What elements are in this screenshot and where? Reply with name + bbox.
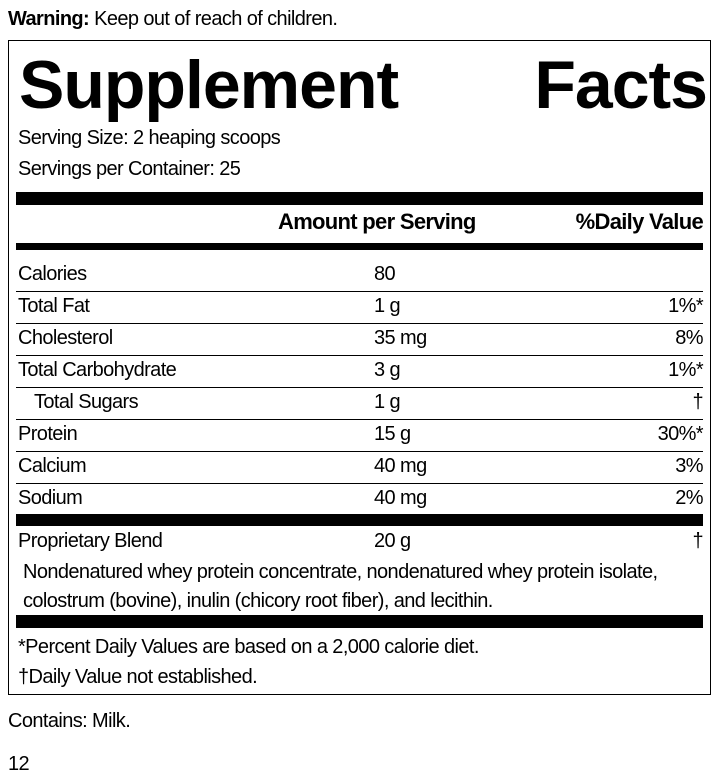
nutrient-name: Calories [18,263,87,285]
nutrient-daily-value: 2% [675,487,703,509]
nutrient-amount: 40 mg [374,455,427,477]
title-word: Facts [534,47,708,123]
blend-name: Proprietary Blend [18,530,163,552]
footnote: †Daily Value not established. [18,666,258,688]
title-word: Supplement [19,47,399,123]
nutrient-amount: 35 mg [374,327,427,349]
nutrient-amount: 1 g [374,295,401,317]
divider-thick [16,514,703,526]
nutrient-amount: 3 g [374,359,401,381]
blend-ingredients-line: colostrum (bovine), inulin (chicory root… [23,590,493,612]
nutrient-daily-value: † [692,391,703,413]
allergen-statement: Contains: Milk. [8,710,131,732]
divider-thick [16,192,703,205]
nutrient-row: Calcium 40 mg 3% [16,451,704,484]
nutrient-daily-value: 3% [675,455,703,477]
supplement-facts-panel: Supplement Facts Serving Size: 2 heaping … [8,40,711,695]
nutrient-daily-value: 1%* [668,295,703,317]
nutrient-amount: 80 [374,263,396,285]
nutrient-row: Sodium 40 mg 2% [16,483,704,515]
serving-size: Serving Size: 2 heaping scoops [18,127,281,149]
divider-medium [16,243,703,250]
nutrient-amount: 1 g [374,391,401,413]
nutrient-name: Total Fat [18,295,90,317]
nutrient-row: Total Fat 1 g 1%* [16,291,704,324]
nutrient-name: Total Carbohydrate [18,359,177,381]
blend-amount: 20 g [374,530,411,552]
nutrient-row: Total Carbohydrate 3 g 1%* [16,355,704,388]
nutrient-row: Protein 15 g 30%* [16,419,704,452]
nutrient-daily-value: 30%* [657,423,704,445]
divider-thick [16,615,703,628]
page-number: 12 [8,753,30,775]
warning-text: Warning: Keep out of reach of children. [8,8,338,31]
nutrient-row: Calories 80 [16,259,703,292]
nutrient-row: Cholesterol 35 mg 8% [16,323,704,356]
nutrient-daily-value: 8% [675,327,703,349]
nutrient-name: Sodium [18,487,83,509]
blend-dv: † [692,530,703,552]
nutrient-name: Total Sugars [34,391,139,413]
nutrient-name: Cholesterol [18,327,113,349]
nutrient-row: Total Sugars 1 g † [16,387,704,420]
panel-title: Supplement Facts [19,47,708,123]
nutrient-daily-value: 1%* [668,359,703,381]
servings-per-container: Servings per Container: 25 [18,158,241,180]
header-daily-value: %Daily Value [575,209,704,234]
warning-label: Warning: [8,8,90,30]
footnote: *Percent Daily Values are based on a 2,0… [18,636,479,658]
warning-message: Keep out of reach of children. [94,8,338,30]
blend-ingredients-line: Nondenatured whey protein concentrate, n… [23,561,658,583]
nutrient-amount: 40 mg [374,487,427,509]
nutrient-amount: 15 g [374,423,411,445]
nutrient-name: Protein [18,423,78,445]
nutrient-name: Calcium [18,455,87,477]
header-amount: Amount per Serving [278,209,476,234]
